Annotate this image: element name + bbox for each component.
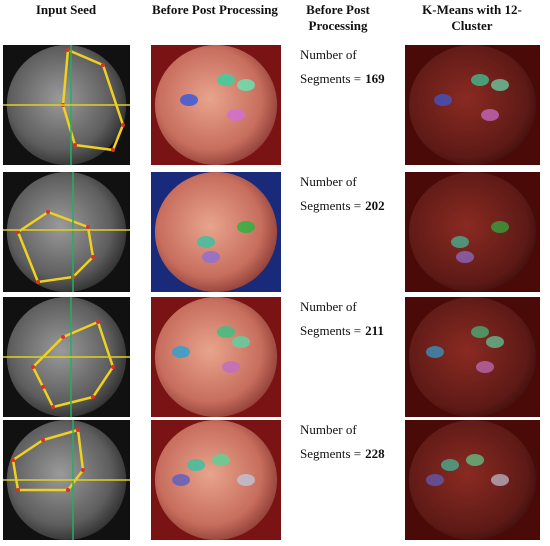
segment-blob [237, 221, 255, 233]
segment-blob [172, 346, 190, 358]
seed-point [61, 335, 65, 339]
segment-blob [426, 474, 444, 486]
seed-point [101, 63, 105, 67]
segment-blob [217, 326, 235, 338]
segments-label: Segments = [300, 71, 361, 86]
segment-blob [476, 361, 494, 373]
segment-blob [212, 454, 230, 466]
fundus-image [3, 297, 130, 417]
fundus-image [151, 297, 281, 417]
fundus-image [151, 172, 281, 292]
fundus-image [3, 172, 130, 292]
seed-point [51, 405, 55, 409]
row-text: Number of [300, 174, 357, 189]
seed-point [41, 438, 45, 442]
segments-label: Segments = [300, 446, 361, 461]
row-text: Number of [300, 422, 357, 437]
segment-blob [456, 251, 474, 263]
seed-point [111, 365, 115, 369]
segments-count: 202 [365, 198, 385, 213]
segment-blob [222, 361, 240, 373]
fundus-image [3, 420, 130, 540]
fundus-image [151, 420, 281, 540]
segment-blob [491, 221, 509, 233]
retina [409, 420, 536, 540]
segment-blob [172, 474, 190, 486]
column-header: K-Means with 12- [422, 2, 522, 17]
retina [6, 172, 127, 292]
segment-blob [451, 236, 469, 248]
column-header: Before Post Processing [152, 2, 278, 17]
segment-blob [491, 79, 509, 91]
seed-point [111, 148, 115, 152]
fundus-image [405, 420, 540, 540]
seed-point [96, 320, 100, 324]
seed-point [16, 488, 20, 492]
seed-point [81, 468, 85, 472]
seed-point [66, 48, 70, 52]
segment-blob [441, 459, 459, 471]
segments-count: 211 [365, 323, 384, 338]
retina [154, 297, 278, 417]
segment-blob [486, 336, 504, 348]
column-header: Input Seed [36, 2, 97, 17]
column-header: Cluster [451, 18, 492, 33]
segment-blob [237, 474, 255, 486]
fundus-image [405, 297, 540, 417]
seed-point [36, 280, 40, 284]
segment-blob [232, 336, 250, 348]
seed-point [16, 230, 20, 234]
segment-blob [491, 474, 509, 486]
column-header: Processing [309, 18, 368, 33]
seed-point [86, 225, 90, 229]
column-header: Before Post [306, 2, 370, 17]
segments-label: Segments = [300, 323, 361, 338]
segments-label: Segments = [300, 198, 361, 213]
fundus-image [3, 45, 130, 165]
segment-blob [471, 74, 489, 86]
row-text: Segments = 202 [300, 198, 385, 213]
seed-point [121, 123, 125, 127]
seed-point [66, 488, 70, 492]
seed-polygon [31, 320, 115, 409]
retina [154, 420, 278, 540]
segment-blob [202, 251, 220, 263]
segment-blob [197, 236, 215, 248]
retina [409, 172, 536, 292]
retina [154, 45, 278, 165]
row-text: Segments = 169 [300, 71, 385, 86]
segment-blob [217, 74, 235, 86]
seed-point [11, 458, 15, 462]
fundus-image [405, 45, 540, 165]
row-text: Number of [300, 299, 357, 314]
fundus-image [405, 172, 540, 292]
seed-point [91, 395, 95, 399]
segment-blob [434, 94, 452, 106]
seed-point [41, 385, 45, 389]
segment-blob [481, 109, 499, 121]
seed-point [91, 255, 95, 259]
seed-point [73, 143, 77, 147]
seed-point [46, 210, 50, 214]
segment-blob [187, 459, 205, 471]
retina [409, 297, 536, 417]
row-text: Number of [300, 47, 357, 62]
segment-blob [466, 454, 484, 466]
retina [154, 172, 278, 292]
segment-blob [426, 346, 444, 358]
segment-blob [471, 326, 489, 338]
seed-point [31, 365, 35, 369]
row-text: Segments = 211 [300, 323, 384, 338]
fundus-image [151, 45, 281, 165]
segment-blob [227, 109, 245, 121]
segments-count: 228 [365, 446, 385, 461]
segment-blob [180, 94, 198, 106]
retina [409, 45, 536, 165]
seed-point [76, 428, 80, 432]
segment-blob [237, 79, 255, 91]
segments-count: 169 [365, 71, 385, 86]
row-text: Segments = 228 [300, 446, 385, 461]
